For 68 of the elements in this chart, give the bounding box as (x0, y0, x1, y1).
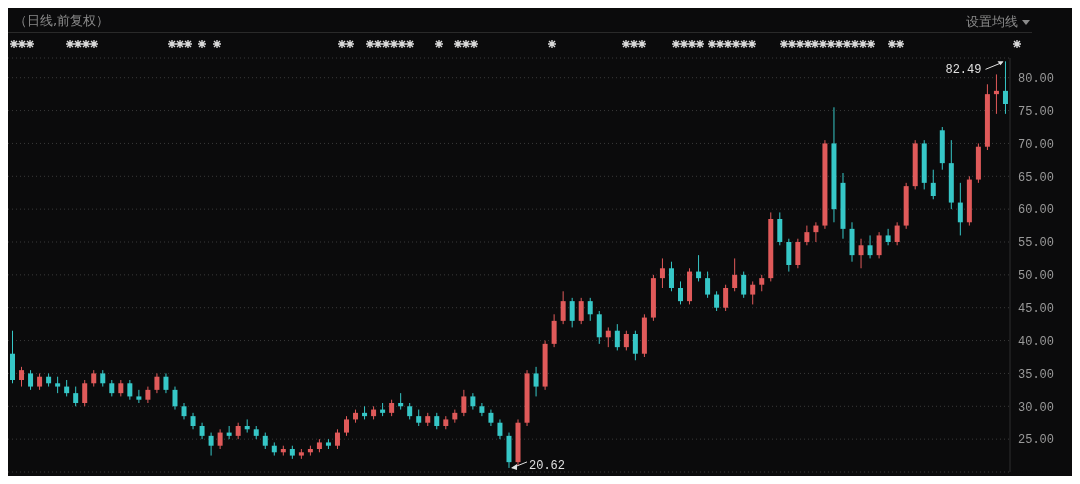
candlestick (732, 257, 738, 292)
y-tick-label: 75.00 (1018, 104, 1055, 119)
candlestick (587, 297, 593, 322)
candlestick (614, 323, 620, 351)
candlestick (461, 389, 467, 417)
y-tick-label: 70.00 (1018, 137, 1055, 152)
candlestick (605, 326, 611, 348)
candlestick (750, 280, 756, 305)
candlestick (659, 257, 665, 289)
candlestick (578, 297, 584, 325)
candlestick (497, 418, 503, 440)
candlestick (217, 428, 223, 450)
candlestick (82, 379, 88, 407)
candlestick (226, 425, 232, 440)
y-tick-label: 25.00 (1018, 433, 1055, 448)
candlestick (623, 330, 629, 351)
candlestick (479, 402, 485, 417)
y-tick-label: 80.00 (1018, 71, 1055, 86)
candlestick (551, 313, 557, 348)
chart-title: （日线,前复权） (14, 12, 110, 30)
candlestick (678, 280, 683, 305)
candlestick (560, 290, 566, 325)
candlestick (569, 297, 575, 328)
candlestick (705, 271, 711, 299)
candlestick (777, 211, 783, 246)
candlestick (632, 330, 638, 361)
candlestick (596, 310, 602, 345)
candlestick (172, 386, 178, 411)
y-tick-label: 50.00 (1018, 269, 1055, 284)
candlestick (533, 366, 539, 397)
candlestick (885, 228, 891, 246)
candlestick (813, 221, 819, 243)
candlestick (28, 369, 34, 391)
candlestick (723, 284, 729, 312)
candlestick (741, 271, 747, 299)
candlestick (163, 372, 169, 394)
candlestick (804, 225, 810, 246)
candlestick (714, 290, 720, 312)
y-tick-label: 45.00 (1018, 301, 1055, 316)
candlestick (894, 221, 900, 246)
candlestick (930, 169, 936, 200)
candlestick (993, 73, 999, 115)
candlestick (957, 182, 963, 236)
y-tick-label: 35.00 (1018, 367, 1055, 382)
annotation: 20.62 (529, 458, 566, 473)
candlestick (127, 379, 133, 401)
candlestick (73, 386, 79, 407)
candlestick (668, 261, 674, 292)
y-tick-label: 30.00 (1018, 400, 1055, 415)
candlestick (136, 389, 142, 404)
candlestick (208, 432, 214, 457)
candlestick (154, 372, 160, 394)
annotation: 82.49 (945, 63, 982, 78)
candlestick (795, 238, 801, 269)
candlestick (19, 366, 25, 388)
y-tick-label: 65.00 (1018, 170, 1055, 185)
candlestick (786, 238, 792, 273)
candlestick (876, 231, 882, 259)
y-tick-label: 60.00 (1018, 203, 1055, 218)
y-tick-label: 40.00 (1018, 334, 1055, 349)
candlestick (867, 234, 873, 259)
candlestick (1002, 60, 1008, 115)
candlestick (858, 238, 864, 269)
text: 设置均线 (966, 13, 1018, 31)
candlestick (344, 415, 349, 437)
candlestick (696, 254, 702, 282)
candlestick (334, 428, 340, 450)
y-tick-label: 55.00 (1018, 236, 1055, 251)
